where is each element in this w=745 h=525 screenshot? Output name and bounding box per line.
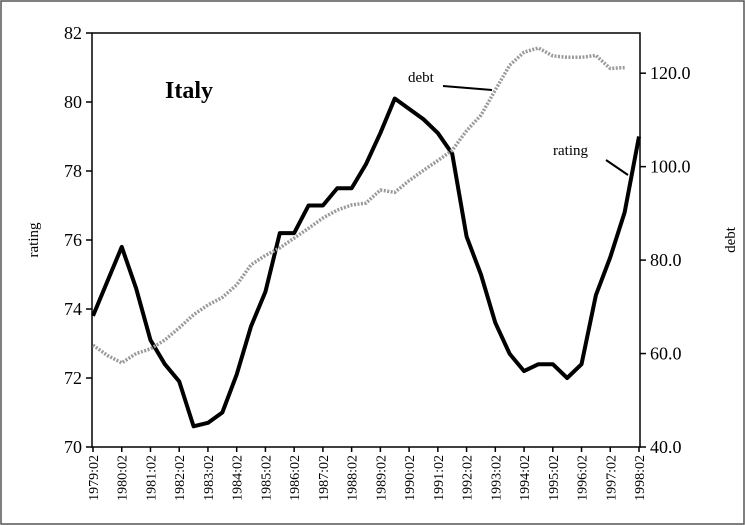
y-tick-label: 78 bbox=[64, 161, 82, 181]
x-tick-label: 1989:02 bbox=[374, 455, 389, 501]
x-tick-label: 1986:02 bbox=[288, 455, 303, 501]
y2-tick-label: 100.0 bbox=[650, 157, 691, 177]
annotation: rating bbox=[553, 143, 588, 159]
x-tick-label: 1980:02 bbox=[116, 455, 131, 501]
line-rating bbox=[91, 96, 641, 429]
pointer bbox=[442, 85, 493, 91]
x-tick-label: 1991:02 bbox=[432, 455, 447, 501]
y-tick-label: 72 bbox=[64, 368, 82, 388]
x-tick-label: 1995:02 bbox=[547, 455, 562, 501]
x-tick-label: 1979:02 bbox=[87, 455, 102, 501]
x-tick-label: 1997:02 bbox=[604, 455, 619, 501]
y2-tick-label: 80.0 bbox=[650, 250, 682, 270]
y2-axis-label: debt bbox=[723, 226, 739, 253]
annotation: Italy bbox=[165, 78, 213, 104]
y2-tick-label: 40.0 bbox=[650, 437, 682, 457]
y2-tick-label: 120.0 bbox=[650, 63, 691, 83]
annotation: debt bbox=[408, 70, 435, 86]
y-axis-label: rating bbox=[26, 222, 42, 257]
x-tick-label: 1984:02 bbox=[231, 455, 246, 501]
pointer bbox=[605, 159, 629, 176]
y-tick-label: 70 bbox=[64, 437, 82, 457]
x-tick-label: 1990:02 bbox=[403, 455, 418, 501]
x-tick-label: 1981:02 bbox=[144, 455, 159, 501]
x-tick-label: 1987:02 bbox=[317, 455, 332, 501]
x-tick-label: 1998:02 bbox=[633, 455, 648, 501]
x-tick-label: 1993:02 bbox=[489, 455, 504, 501]
y-tick-label: 76 bbox=[64, 230, 82, 250]
line-debt bbox=[91, 46, 625, 365]
y2-tick-label: 60.0 bbox=[650, 344, 682, 364]
x-tick-label: 1988:02 bbox=[346, 455, 361, 501]
x-tick-label: 1985:02 bbox=[259, 455, 274, 501]
y-tick-label: 80 bbox=[64, 92, 82, 112]
y-tick-label: 74 bbox=[64, 299, 82, 319]
y-tick-label: 82 bbox=[64, 23, 82, 43]
x-tick-label: 1983:02 bbox=[202, 455, 217, 501]
x-tick-label: 1982:02 bbox=[173, 455, 188, 501]
x-tick-label: 1996:02 bbox=[576, 455, 591, 501]
x-tick-label: 1994:02 bbox=[518, 455, 533, 501]
x-tick-label: 1992:02 bbox=[461, 455, 476, 501]
